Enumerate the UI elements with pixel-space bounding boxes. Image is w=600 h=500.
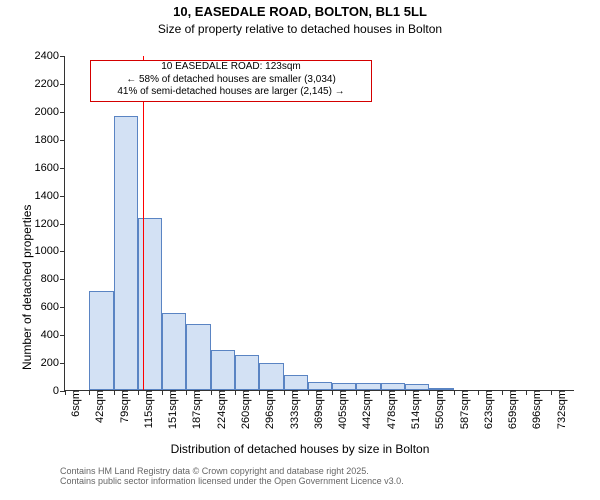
x-tick-label: 260sqm	[238, 390, 252, 429]
y-tick-mark	[60, 196, 65, 197]
y-axis-label: Number of detached properties	[20, 205, 34, 370]
x-tick-label: 369sqm	[311, 390, 325, 429]
x-tick-label: 550sqm	[432, 390, 446, 429]
x-tick-label: 442sqm	[359, 390, 373, 429]
x-tick-mark	[211, 390, 212, 395]
x-tick-mark	[65, 390, 66, 395]
x-tick-mark	[405, 390, 406, 395]
x-tick-mark	[186, 390, 187, 395]
x-tick-label: 187sqm	[189, 390, 203, 429]
x-tick-label: 79sqm	[117, 390, 131, 423]
attribution-text: Contains HM Land Registry data © Crown c…	[60, 466, 600, 486]
histogram-bar	[114, 116, 138, 390]
x-tick-mark	[478, 390, 479, 395]
x-tick-label: 623sqm	[481, 390, 495, 429]
x-tick-label: 115sqm	[141, 390, 155, 428]
x-tick-mark	[114, 390, 115, 395]
x-tick-label: 224sqm	[214, 390, 228, 429]
histogram-bar	[162, 313, 186, 390]
chart-container: 10, EASEDALE ROAD, BOLTON, BL1 5LL Size …	[0, 0, 600, 500]
x-tick-mark	[502, 390, 503, 395]
x-tick-label: 42sqm	[92, 390, 106, 423]
x-tick-label: 732sqm	[554, 390, 568, 429]
y-tick-mark	[60, 335, 65, 336]
chart-subtitle: Size of property relative to detached ho…	[0, 22, 600, 36]
histogram-bar	[235, 355, 259, 390]
histogram-bar	[308, 382, 332, 390]
x-tick-label: 151sqm	[165, 390, 179, 429]
y-tick-mark	[60, 140, 65, 141]
histogram-bar	[284, 375, 308, 390]
x-tick-label: 478sqm	[384, 390, 398, 429]
histogram-bar	[332, 383, 356, 390]
x-tick-mark	[551, 390, 552, 395]
y-tick-mark	[60, 279, 65, 280]
x-tick-mark	[381, 390, 382, 395]
y-tick-mark	[60, 84, 65, 85]
histogram-bar	[89, 291, 113, 390]
plot-area: 0200400600800100012001400160018002000220…	[64, 56, 574, 391]
y-tick-mark	[60, 168, 65, 169]
annotation-line: 41% of semi-detached houses are larger (…	[91, 86, 371, 99]
y-tick-mark	[60, 56, 65, 57]
x-tick-mark	[138, 390, 139, 395]
annotation-line: ← 58% of detached houses are smaller (3,…	[91, 74, 371, 87]
x-tick-mark	[284, 390, 285, 395]
x-tick-label: 405sqm	[335, 390, 349, 429]
annotation-line: 10 EASEDALE ROAD: 123sqm	[91, 61, 371, 74]
x-tick-label: 587sqm	[457, 390, 471, 429]
y-tick-mark	[60, 363, 65, 364]
x-tick-mark	[89, 390, 90, 395]
x-tick-label: 659sqm	[505, 390, 519, 429]
histogram-bar	[259, 363, 283, 390]
histogram-bar	[356, 383, 380, 390]
property-marker-line	[143, 56, 144, 390]
x-tick-mark	[259, 390, 260, 395]
x-tick-mark	[356, 390, 357, 395]
x-tick-mark	[308, 390, 309, 395]
x-axis-label: Distribution of detached houses by size …	[0, 442, 600, 456]
annotation-box: 10 EASEDALE ROAD: 123sqm← 58% of detache…	[90, 60, 372, 102]
chart-title: 10, EASEDALE ROAD, BOLTON, BL1 5LL	[0, 4, 600, 19]
x-tick-mark	[429, 390, 430, 395]
y-tick-mark	[60, 112, 65, 113]
x-tick-label: 696sqm	[529, 390, 543, 429]
x-tick-mark	[235, 390, 236, 395]
y-tick-mark	[60, 307, 65, 308]
x-tick-label: 296sqm	[262, 390, 276, 429]
x-tick-mark	[332, 390, 333, 395]
x-tick-label: 333sqm	[287, 390, 301, 429]
histogram-bar	[186, 324, 210, 390]
histogram-bar	[381, 383, 405, 390]
y-tick-mark	[60, 251, 65, 252]
x-tick-mark	[454, 390, 455, 395]
x-tick-label: 514sqm	[408, 390, 422, 429]
histogram-bar	[211, 350, 235, 390]
y-tick-mark	[60, 224, 65, 225]
x-tick-label: 6sqm	[68, 390, 82, 417]
x-tick-mark	[526, 390, 527, 395]
x-tick-mark	[162, 390, 163, 395]
histogram-bar	[138, 218, 162, 390]
